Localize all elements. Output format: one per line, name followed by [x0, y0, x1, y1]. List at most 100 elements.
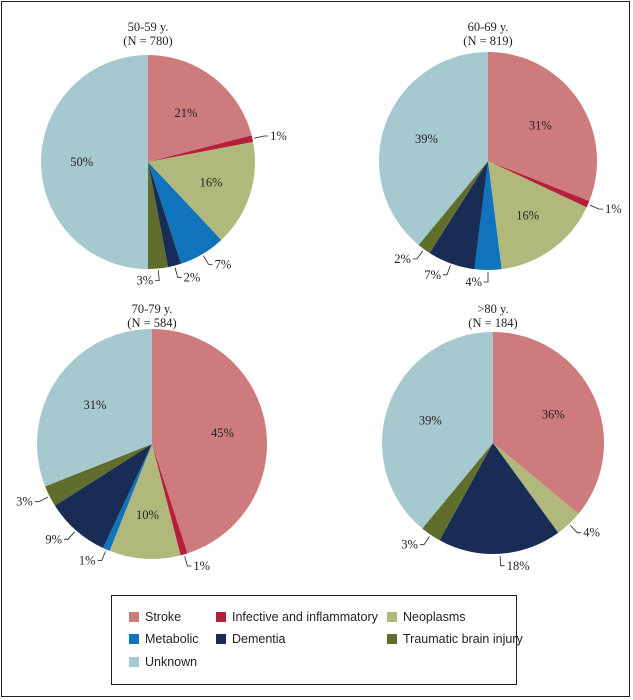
leader-line [254, 135, 269, 139]
legend-swatch [129, 634, 139, 644]
leader-line [184, 556, 192, 567]
pie-charts: 50-59 y.(N = 780) 21% 1% 16% 7% 2% 3% 50% 60-69 … [16, 20, 622, 573]
pie-slice [148, 55, 252, 162]
leader-line [499, 555, 505, 567]
chart-title: 50-59 y. [128, 20, 169, 34]
pie-slice [418, 161, 488, 254]
slice-label: 1% [270, 129, 287, 143]
slice-label: 1% [605, 202, 622, 216]
legend-item-infective: Infective and inflammatory [216, 610, 378, 624]
chart-subtitle: (N = 184) [468, 316, 517, 330]
legend-label: Stroke [145, 610, 182, 624]
pie-slice [148, 162, 169, 269]
legend: Stroke Infective and inflammatory Neopla… [111, 595, 523, 685]
pie-slice [378, 52, 488, 245]
leader-line [589, 204, 603, 210]
leader-line [97, 551, 106, 561]
legend-swatch [216, 612, 226, 622]
leader-line [412, 250, 424, 260]
chart-title: 60-69 y. [468, 20, 509, 34]
pie-slice [152, 329, 267, 554]
pie-slice [37, 329, 153, 487]
pie-chart: 50-59 y.(N = 780) 21% 1% 16% 7% 2% 3% 50% [41, 20, 287, 288]
legend-item-dementia: Dementia [216, 632, 286, 646]
slice-label: 39% [419, 413, 442, 427]
pie-chart: 70-79 y.(N = 584) 45% 1% 10% 1% 9% 3% 31% [16, 302, 267, 573]
pie-slice [109, 444, 181, 559]
pie-slice [152, 444, 188, 556]
pie-slice [488, 161, 590, 208]
pie-slice [488, 52, 598, 202]
slice-label: 7% [424, 268, 441, 282]
leader-line [443, 265, 451, 276]
slice-label: 16% [200, 176, 223, 190]
legend-swatch [129, 612, 139, 622]
chart-title: >80 y. [477, 302, 508, 316]
leader-line [64, 531, 75, 540]
slice-label: 3% [137, 274, 154, 288]
slice-label: 16% [516, 209, 539, 223]
chart-subtitle: (N = 780) [123, 34, 172, 48]
slice-label: 45% [211, 426, 234, 440]
chart-subtitle: (N = 819) [463, 34, 512, 48]
legend-swatch [387, 634, 397, 644]
pie-chart: >80 y.(N = 184) 36% 4% 18% 3% 39% [382, 302, 604, 573]
legend-label: Unknown [145, 655, 198, 669]
chart-subtitle: (N = 584) [127, 316, 176, 330]
pie-slice [148, 162, 182, 268]
pie-slice [148, 141, 255, 240]
legend-item-stroke: Stroke [129, 610, 181, 624]
legend-item-traumatic: Traumatic brain injury [387, 632, 523, 646]
pie-slice [148, 135, 254, 162]
pie-slice [54, 444, 152, 549]
legend-item-neoplasms: Neoplasms [387, 610, 466, 624]
pie-slice [45, 444, 152, 506]
pie-slice [439, 443, 559, 554]
legend-item-unknown: Unknown [129, 655, 197, 669]
slice-label: 10% [136, 508, 159, 522]
pie-slice [41, 55, 148, 269]
slice-label: 2% [394, 252, 411, 266]
pie-slice [429, 161, 488, 270]
legend-swatch [129, 657, 139, 667]
pie-slice [382, 332, 493, 529]
leader-line [34, 496, 48, 503]
slice-label: 18% [507, 559, 530, 573]
pie-slice [422, 443, 493, 541]
slice-label: 7% [215, 257, 232, 271]
pie-slice [148, 162, 222, 264]
leader-line [155, 270, 160, 281]
slice-label: 2% [184, 270, 201, 284]
leader-line [484, 272, 489, 283]
legend-label: Infective and inflammatory [232, 610, 378, 624]
legend-swatch [216, 634, 226, 644]
leader-line [203, 255, 213, 265]
leader-line [174, 267, 182, 278]
chart-title: 70-79 y. [132, 302, 173, 316]
slice-label: 36% [542, 408, 565, 422]
legend-item-metabolic: Metabolic [129, 632, 199, 646]
slice-label: 21% [175, 106, 198, 120]
pie-chart: 60-69 y.(N = 819) 31% 1% 16% 4% 7% 2% 39% [378, 20, 622, 289]
pie-slice [493, 443, 579, 533]
legend-label: Neoplasms [403, 610, 466, 624]
legend-label: Traumatic brain injury [403, 632, 523, 646]
pie-slice [488, 161, 587, 270]
slice-label: 3% [401, 538, 418, 552]
leader-line [570, 525, 582, 534]
slice-label: 39% [415, 132, 438, 146]
slice-label: 1% [79, 554, 96, 568]
pie-slice [493, 332, 604, 514]
pie-slice [103, 444, 152, 551]
slice-label: 3% [16, 495, 33, 509]
pie-slice [474, 161, 502, 270]
slice-label: 1% [193, 559, 210, 573]
slice-label: 4% [583, 526, 600, 540]
slice-label: 4% [465, 275, 482, 289]
slice-label: 50% [70, 155, 93, 169]
slice-label: 31% [529, 119, 552, 133]
legend-label: Dementia [232, 632, 286, 646]
slice-label: 9% [45, 532, 62, 546]
legend-swatch [387, 612, 397, 622]
